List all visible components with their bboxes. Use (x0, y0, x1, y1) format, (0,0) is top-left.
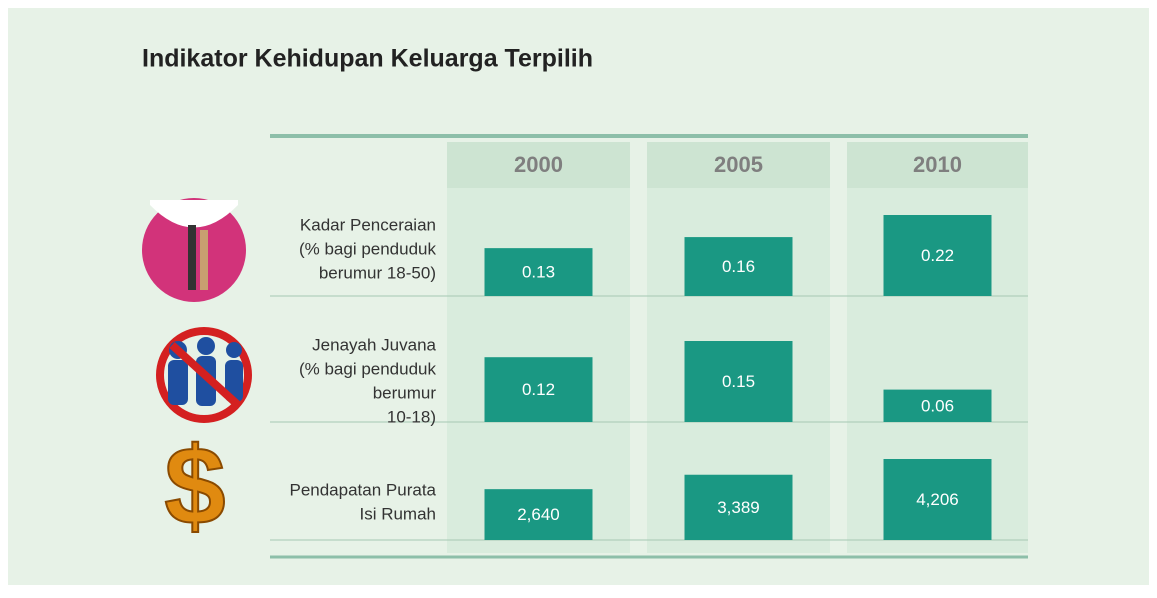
row-label: Kadar Penceraian (300, 215, 436, 234)
row-label: Jenayah Juvana (312, 335, 436, 354)
value-label: 0.13 (522, 263, 555, 282)
dollar-icon: $ (164, 425, 225, 548)
column-header: 2005 (714, 152, 763, 177)
value-label: 4,206 (916, 490, 959, 509)
page: Indikator Kehidupan Keluarga Terpilih $ … (0, 0, 1157, 598)
value-label: 0.06 (921, 396, 954, 415)
row-label: Pendapatan Purata (289, 480, 436, 499)
value-label: 2,640 (517, 505, 560, 524)
row-label: (% bagi penduduk (299, 239, 437, 258)
row-label: Isi Rumah (359, 504, 436, 523)
value-label: 3,389 (717, 498, 760, 517)
juvenile-icon (160, 331, 248, 419)
row-label: berumur (373, 383, 437, 402)
row-label: 10-18) (387, 407, 436, 426)
title: Indikator Kehidupan Keluarga Terpilih (142, 45, 593, 73)
value-label: 0.22 (921, 246, 954, 265)
row-label: (% bagi penduduk (299, 359, 437, 378)
svg-text:$: $ (164, 425, 225, 548)
value-label: 0.16 (722, 257, 755, 276)
value-label: 0.12 (522, 380, 555, 399)
value-label: 0.15 (722, 372, 755, 391)
column-header: 2000 (514, 152, 563, 177)
row-label: berumur 18-50) (319, 263, 436, 282)
infographic: Indikator Kehidupan Keluarga Terpilih $ … (0, 0, 1157, 593)
divorce-icon (142, 198, 246, 302)
column-header: 2010 (913, 152, 962, 177)
